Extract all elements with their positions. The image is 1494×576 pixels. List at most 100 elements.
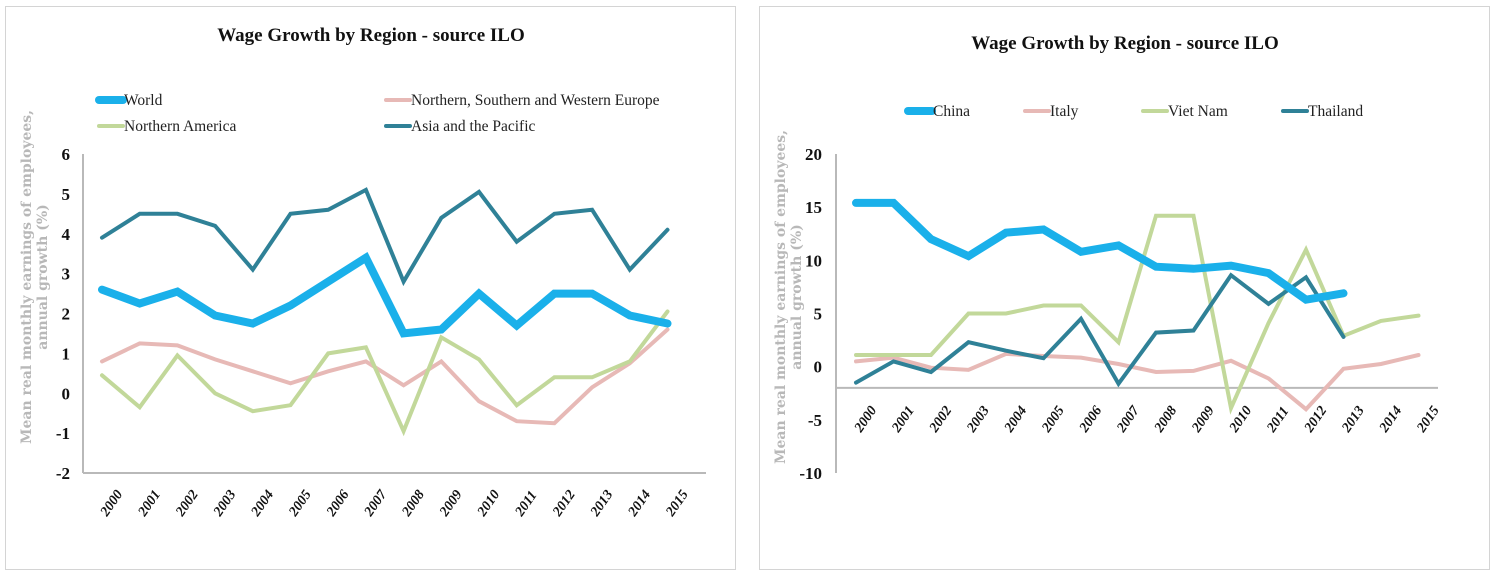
data-point-asia-and-the-pacific-2010 bbox=[477, 190, 481, 194]
data-point-italy-2008 bbox=[1154, 370, 1158, 374]
data-point-thailand-2003 bbox=[967, 340, 971, 344]
data-point-world-2000 bbox=[100, 288, 104, 292]
data-point-china-2009 bbox=[1192, 267, 1196, 271]
data-point-viet-nam-2006 bbox=[1079, 304, 1083, 308]
x-tick-label: 2007 bbox=[1114, 403, 1143, 436]
data-point-northern-america-2006 bbox=[326, 351, 330, 355]
data-point-northern-southern-and-western-europe-2015 bbox=[666, 328, 670, 332]
y-tick-label: 4 bbox=[62, 225, 71, 244]
data-point-northern-america-2011 bbox=[515, 403, 519, 407]
data-point-northern-america-2013 bbox=[590, 375, 594, 379]
data-point-world-2014 bbox=[628, 314, 632, 318]
data-point-northern-southern-and-western-europe-2003 bbox=[213, 357, 217, 361]
data-point-world-2002 bbox=[175, 290, 179, 294]
x-tick-label: 2003 bbox=[964, 404, 993, 436]
legend-item-italy: Italy bbox=[1023, 103, 1079, 120]
data-point-world-2015 bbox=[666, 322, 670, 326]
legend-item-china: China bbox=[904, 103, 970, 120]
legend-item-northern-america: Northern America bbox=[97, 118, 236, 135]
data-point-china-2012 bbox=[1304, 298, 1308, 302]
data-point-italy-2000 bbox=[854, 359, 858, 363]
data-point-viet-nam-2008 bbox=[1154, 214, 1158, 218]
data-point-northern-america-2010 bbox=[477, 357, 481, 361]
x-tick-label: 2010 bbox=[474, 488, 503, 520]
data-point-viet-nam-2014 bbox=[1379, 319, 1383, 323]
data-point-china-2010 bbox=[1229, 264, 1233, 268]
data-point-world-2012 bbox=[552, 292, 556, 296]
y-tick-label: 15 bbox=[805, 198, 822, 217]
data-point-asia-and-the-pacific-2005 bbox=[289, 212, 293, 216]
x-tick-label: 2004 bbox=[248, 488, 277, 520]
chart-panel-countries: Wage Growth by Region - source ILO Mean … bbox=[759, 6, 1490, 570]
data-point-viet-nam-2012 bbox=[1304, 248, 1308, 252]
data-point-northern-america-2009 bbox=[439, 335, 443, 339]
y-axis-ticks: 20 15 10 5 0 -5 -10 bbox=[799, 145, 822, 483]
x-tick-label: 2005 bbox=[286, 488, 315, 520]
x-tick-label: 2006 bbox=[1076, 404, 1105, 436]
data-point-italy-2013 bbox=[1342, 367, 1346, 371]
x-tick-label: 2009 bbox=[1189, 404, 1218, 436]
data-point-asia-and-the-pacific-2003 bbox=[213, 224, 217, 228]
x-tick-label: 2005 bbox=[1039, 404, 1068, 436]
data-point-china-2006 bbox=[1079, 250, 1083, 254]
data-point-thailand-2011 bbox=[1267, 302, 1271, 306]
data-point-world-2011 bbox=[515, 324, 519, 328]
data-point-northern-southern-and-western-europe-2010 bbox=[477, 399, 481, 403]
x-tick-label: 2013 bbox=[1339, 404, 1368, 436]
data-point-viet-nam-2000 bbox=[854, 353, 858, 357]
x-tick-label: 2008 bbox=[399, 488, 428, 520]
y-axis-title: Mean real monthly earnings of employees,… bbox=[19, 110, 51, 444]
data-point-world-2009 bbox=[439, 328, 443, 332]
data-point-viet-nam-2003 bbox=[967, 312, 971, 316]
x-tick-label: 2002 bbox=[173, 488, 202, 520]
legend-item-northern-southern-and-western-europe: Northern, Southern and Western Europe bbox=[384, 92, 660, 109]
x-tick-label: 2009 bbox=[437, 488, 466, 520]
data-point-viet-nam-2010 bbox=[1229, 406, 1233, 410]
data-point-asia-and-the-pacific-2014 bbox=[628, 268, 632, 272]
x-axis-ticks: 2000 2001 2002 2003 2004 2005 2006 2007 2008 2009… bbox=[851, 403, 1442, 436]
x-tick-label: 2004 bbox=[1001, 404, 1030, 436]
y-tick-label: 3 bbox=[62, 265, 71, 284]
data-point-northern-america-2002 bbox=[175, 353, 179, 357]
x-tick-label: 2000 bbox=[97, 488, 126, 520]
legend-label: Italy bbox=[1050, 103, 1079, 120]
data-point-thailand-2004 bbox=[1004, 349, 1008, 353]
data-point-asia-and-the-pacific-2004 bbox=[251, 268, 255, 272]
series-line-china bbox=[852, 198, 1348, 304]
data-point-viet-nam-2001 bbox=[892, 353, 896, 357]
x-tick-label: 2011 bbox=[1264, 404, 1292, 436]
data-point-asia-and-the-pacific-2008 bbox=[402, 280, 406, 284]
legend-label: World bbox=[124, 92, 163, 109]
x-tick-label: 2011 bbox=[512, 488, 540, 520]
x-tick-label: 2014 bbox=[1376, 404, 1405, 436]
data-point-northern-america-2000 bbox=[100, 373, 104, 377]
legend-label: Thailand bbox=[1308, 103, 1363, 120]
data-point-northern-southern-and-western-europe-2001 bbox=[138, 341, 142, 345]
x-tick-label: 2003 bbox=[211, 488, 240, 520]
y-tick-label: -5 bbox=[808, 411, 822, 430]
x-tick-label: 2015 bbox=[1414, 404, 1443, 436]
data-point-italy-2015 bbox=[1417, 353, 1421, 357]
series-lines bbox=[98, 187, 672, 437]
data-point-thailand-2002 bbox=[929, 370, 933, 374]
data-point-viet-nam-2011 bbox=[1267, 321, 1271, 325]
data-point-italy-2006 bbox=[1079, 356, 1083, 360]
data-point-northern-southern-and-western-europe-2013 bbox=[590, 385, 594, 389]
data-point-italy-2010 bbox=[1229, 359, 1233, 363]
data-point-asia-and-the-pacific-2000 bbox=[100, 236, 104, 240]
data-point-thailand-2008 bbox=[1154, 331, 1158, 335]
chart-countries: Wage Growth by Region - source ILO Mean … bbox=[773, 33, 1443, 483]
legend-item-asia-and-the-pacific: Asia and the Pacific bbox=[384, 118, 536, 135]
x-tick-label: 2008 bbox=[1151, 404, 1180, 436]
data-point-thailand-2013 bbox=[1342, 335, 1346, 339]
y-axis-ticks: 6 5 4 3 2 1 0 -1 -2 bbox=[56, 145, 71, 483]
data-point-italy-2003 bbox=[967, 368, 971, 372]
series-line-northern-southern-and-western-europe bbox=[100, 327, 670, 426]
data-point-northern-america-2005 bbox=[289, 403, 293, 407]
data-point-viet-nam-2002 bbox=[929, 353, 933, 357]
data-point-world-2006 bbox=[326, 280, 330, 284]
y-axis-title-line2: annual growth (%) bbox=[35, 204, 51, 350]
y-axis-title-line2: annual growth (%) bbox=[789, 224, 805, 370]
data-point-asia-and-the-pacific-2007 bbox=[364, 188, 368, 192]
data-point-asia-and-the-pacific-2012 bbox=[552, 212, 556, 216]
